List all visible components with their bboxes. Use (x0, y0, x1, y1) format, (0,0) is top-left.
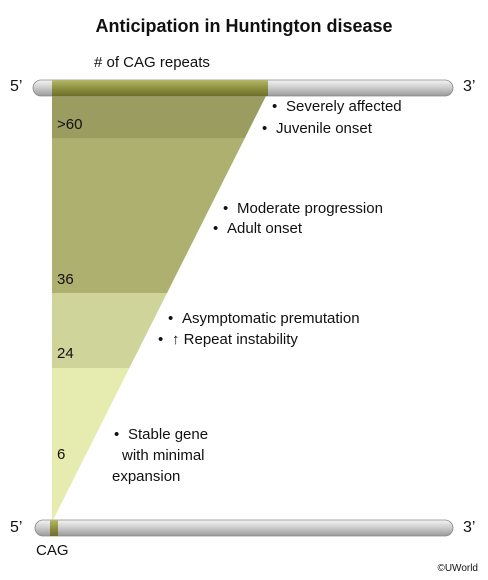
bottom-three-prime-label: 3’ (463, 520, 475, 536)
zone-note: •Stable gene (114, 427, 208, 442)
zone-note: with minimal (122, 448, 205, 463)
top-five-prime-label: 5’ (10, 79, 22, 95)
zone-note: expansion (112, 469, 180, 484)
zone-stable (52, 368, 272, 524)
cag-label: CAG (36, 543, 69, 558)
threshold-label: 36 (57, 272, 74, 287)
zone-note: •Asymptomatic premutation (168, 311, 360, 326)
zone-note: •Juvenile onset (262, 121, 372, 136)
top-strand-cag-region (52, 80, 268, 96)
bottom-dna-strand (35, 520, 453, 536)
zone-note: •↑ Repeat instability (158, 332, 298, 347)
top-three-prime-label: 3’ (463, 79, 475, 95)
top-dna-strand (33, 80, 453, 96)
zone-note: •Adult onset (213, 221, 302, 236)
zone-severe (52, 92, 272, 138)
zone-note: •Moderate progression (223, 201, 383, 216)
threshold-label: 6 (57, 447, 65, 462)
diagram-title: Anticipation in Huntington disease (0, 17, 488, 35)
copyright-notice: ©UWorld (437, 564, 478, 574)
bottom-strand-cag-region (50, 520, 58, 536)
zone-note: •Severely affected (272, 99, 402, 114)
repeat-axis-label: # of CAG repeats (94, 55, 210, 70)
threshold-label: 24 (57, 346, 74, 361)
threshold-label: >60 (57, 117, 82, 132)
bottom-five-prime-label: 5’ (10, 520, 22, 536)
